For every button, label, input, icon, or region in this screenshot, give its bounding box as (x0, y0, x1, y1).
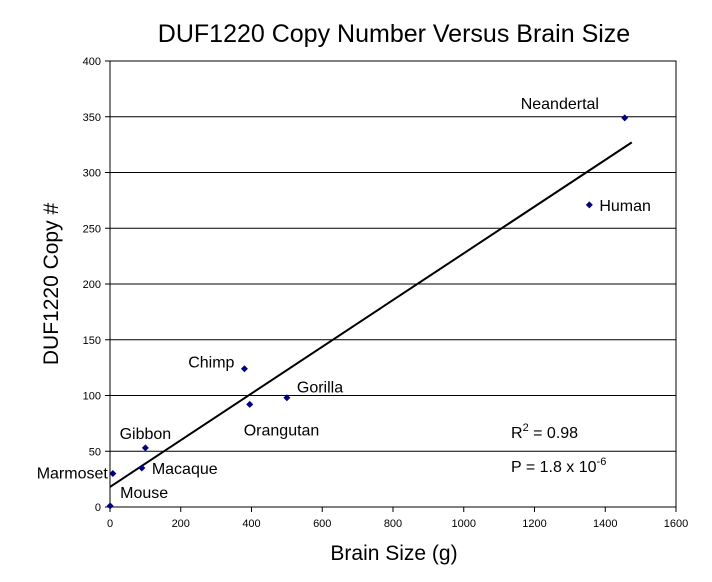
x-tick-label: 600 (313, 518, 331, 530)
y-tick-label: 300 (83, 168, 101, 180)
x-tick-label: 800 (384, 518, 402, 530)
point-label-marmoset: Marmoset (37, 466, 109, 483)
trend-line (109, 141, 633, 488)
y-tick-label: 0 (95, 502, 101, 514)
point-label-macaque: Macaque (152, 461, 218, 478)
point-label-chimp: Chimp (188, 355, 234, 372)
data-point-gibbon (141, 444, 149, 452)
point-label-neandertal: Neandertal (521, 96, 599, 113)
y-axis-label: DUF1220 Copy # (40, 203, 63, 366)
y-tick-label: 350 (83, 112, 101, 124)
data-point-marmoset (109, 470, 117, 478)
point-label-human: Human (599, 198, 651, 215)
point-labels: Mouse Marmoset Macaque Gibbon Chimp Orangutan… (37, 96, 651, 502)
y-tick-label: 400 (83, 56, 101, 68)
y-tick-label: 50 (89, 446, 101, 458)
x-tick-label: 1600 (664, 518, 688, 530)
y-tick-label: 250 (83, 223, 101, 235)
r2-base: R (511, 425, 523, 442)
grid-lines (110, 60, 676, 508)
data-point-chimp (240, 365, 248, 373)
y-tick-label: 150 (83, 335, 101, 347)
r2-value: = 0.98 (529, 425, 578, 442)
y-tick-label: 200 (83, 279, 101, 291)
x-tick-label: 200 (172, 518, 190, 530)
x-axis-ticks: 0 200 400 600 800 1000 1200 1400 1600 (107, 507, 688, 530)
data-point-gorilla (283, 394, 291, 402)
point-label-orangutan: Orangutan (244, 422, 320, 439)
p-value-base: P = 1.8 x 10 (511, 459, 597, 476)
chart-title: DUF1220 Copy Number Versus Brain Size (158, 20, 630, 48)
r2-superscript: 2 (523, 422, 529, 434)
p-value-annotation: P = 1.8 x 10-6 (511, 456, 606, 476)
y-tick-label: 100 (83, 391, 101, 403)
x-axis-label: Brain Size (g) (330, 542, 457, 565)
x-tick-label: 1200 (522, 518, 546, 530)
point-label-mouse: Mouse (120, 485, 168, 502)
data-point-neandertal (621, 114, 629, 122)
data-points (106, 114, 629, 510)
x-tick-label: 1000 (452, 518, 476, 530)
data-point-macaque (138, 464, 146, 472)
x-tick-label: 0 (107, 518, 113, 530)
p-value-superscript: -6 (597, 456, 607, 468)
r-squared-annotation: R2 = 0.98 (511, 422, 578, 442)
data-point-orangutan (246, 400, 254, 408)
data-point-mouse (106, 502, 114, 510)
x-tick-label: 1400 (593, 518, 617, 530)
data-point-human (585, 201, 593, 209)
x-tick-label: 400 (242, 518, 260, 530)
y-axis-ticks: 0 50 100 150 200 250 300 350 400 (83, 56, 110, 514)
point-label-gorilla: Gorilla (297, 380, 343, 397)
point-label-gibbon: Gibbon (120, 426, 172, 443)
